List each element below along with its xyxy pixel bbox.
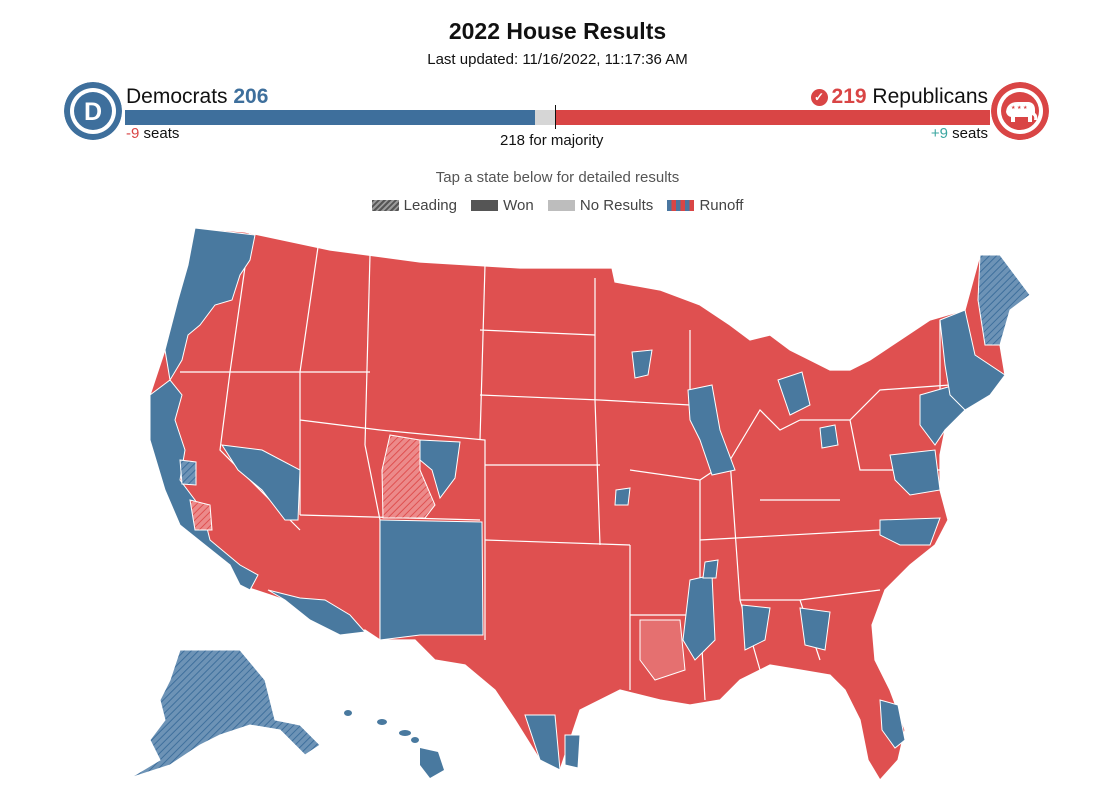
no-results-swatch bbox=[547, 200, 575, 211]
republican-seat-change: +9 seats bbox=[931, 125, 988, 142]
republican-seat-bar bbox=[554, 110, 990, 125]
georgia-dem[interactable] bbox=[799, 607, 831, 651]
alaska-leading[interactable] bbox=[129, 649, 321, 779]
ohio-cleveland-dem[interactable] bbox=[819, 424, 839, 449]
louisiana-region[interactable] bbox=[639, 619, 686, 681]
map-instruction: Tap a state below for detailed results bbox=[435, 169, 680, 186]
won-swatch bbox=[471, 200, 499, 211]
republican-change-value: +9 bbox=[930, 125, 948, 142]
tennessee-dem[interactable] bbox=[702, 559, 719, 579]
uncalled-seat-bar bbox=[534, 110, 555, 125]
democrats-label: Democrats bbox=[126, 85, 228, 108]
legend-leading: Leading bbox=[371, 197, 457, 214]
democratic-districts bbox=[149, 227, 1006, 771]
illinois-chicago-dem[interactable] bbox=[687, 384, 736, 476]
svg-text:★: ★ bbox=[1023, 105, 1028, 111]
florida-south-dem[interactable] bbox=[879, 699, 906, 749]
democrats-seat-count: 206 bbox=[233, 85, 269, 108]
arizona-south-dem[interactable] bbox=[267, 589, 367, 636]
leading-swatch bbox=[371, 200, 399, 211]
svg-text:★: ★ bbox=[1011, 105, 1016, 111]
last-updated: Last updated: 11/16/2022, 11:17:36 AM bbox=[427, 51, 688, 68]
new-mexico-dem[interactable] bbox=[379, 519, 484, 641]
california-central-leading[interactable] bbox=[179, 459, 197, 486]
svg-text:D: D bbox=[84, 98, 102, 126]
democrat-change-value: -9 bbox=[126, 125, 140, 142]
majority-marker bbox=[555, 105, 556, 129]
maine-leading[interactable] bbox=[977, 254, 1031, 346]
legend-runoff: Runoff bbox=[667, 197, 743, 214]
democrat-seat-change: -9 seats bbox=[126, 125, 179, 142]
kansas-city-dem[interactable] bbox=[614, 487, 631, 506]
california-leading[interactable] bbox=[189, 499, 213, 531]
minnesota-metro-dem[interactable] bbox=[631, 349, 653, 379]
hawaii-islands[interactable] bbox=[344, 710, 444, 778]
pacific-northwest-dem[interactable] bbox=[164, 227, 256, 382]
nevada-dem[interactable] bbox=[221, 444, 301, 521]
map-legend: Leading Won No Results Runoff bbox=[0, 197, 1115, 214]
north-carolina-dem[interactable] bbox=[879, 517, 941, 546]
democrat-seat-bar bbox=[125, 110, 535, 125]
legend-won: Won bbox=[471, 197, 534, 214]
new-england-dem[interactable] bbox=[939, 309, 1006, 411]
democrat-logo-icon: D bbox=[64, 82, 122, 140]
republicans-label: Republicans bbox=[872, 85, 988, 108]
legend-no-results: No Results bbox=[547, 197, 653, 214]
democrat-change-suffix: seats bbox=[139, 125, 180, 142]
runoff-swatch bbox=[667, 200, 695, 211]
texas-houston-dem[interactable] bbox=[564, 734, 581, 769]
alabama-dem[interactable] bbox=[741, 604, 771, 651]
democrats-total: Democrats 206 bbox=[126, 85, 268, 109]
check-circle-icon: ✓ bbox=[810, 89, 828, 106]
republican-change-suffix: seats bbox=[947, 125, 988, 142]
texas-south-dem[interactable] bbox=[524, 714, 561, 771]
republicans-total: ✓ 219 Republicans bbox=[810, 85, 988, 109]
svg-text:★: ★ bbox=[1017, 105, 1022, 111]
california-coast-dem[interactable] bbox=[149, 379, 259, 591]
republicans-seat-count: 219 bbox=[831, 85, 867, 108]
page-title: 2022 House Results bbox=[448, 18, 667, 44]
republican-elephant-icon: ★ ★ ★ bbox=[991, 82, 1049, 140]
mid-atlantic-dem[interactable] bbox=[889, 449, 941, 496]
utah-leading[interactable] bbox=[381, 434, 436, 519]
michigan-detroit-dem[interactable] bbox=[777, 371, 811, 416]
majority-label: 218 for majority bbox=[500, 132, 604, 149]
